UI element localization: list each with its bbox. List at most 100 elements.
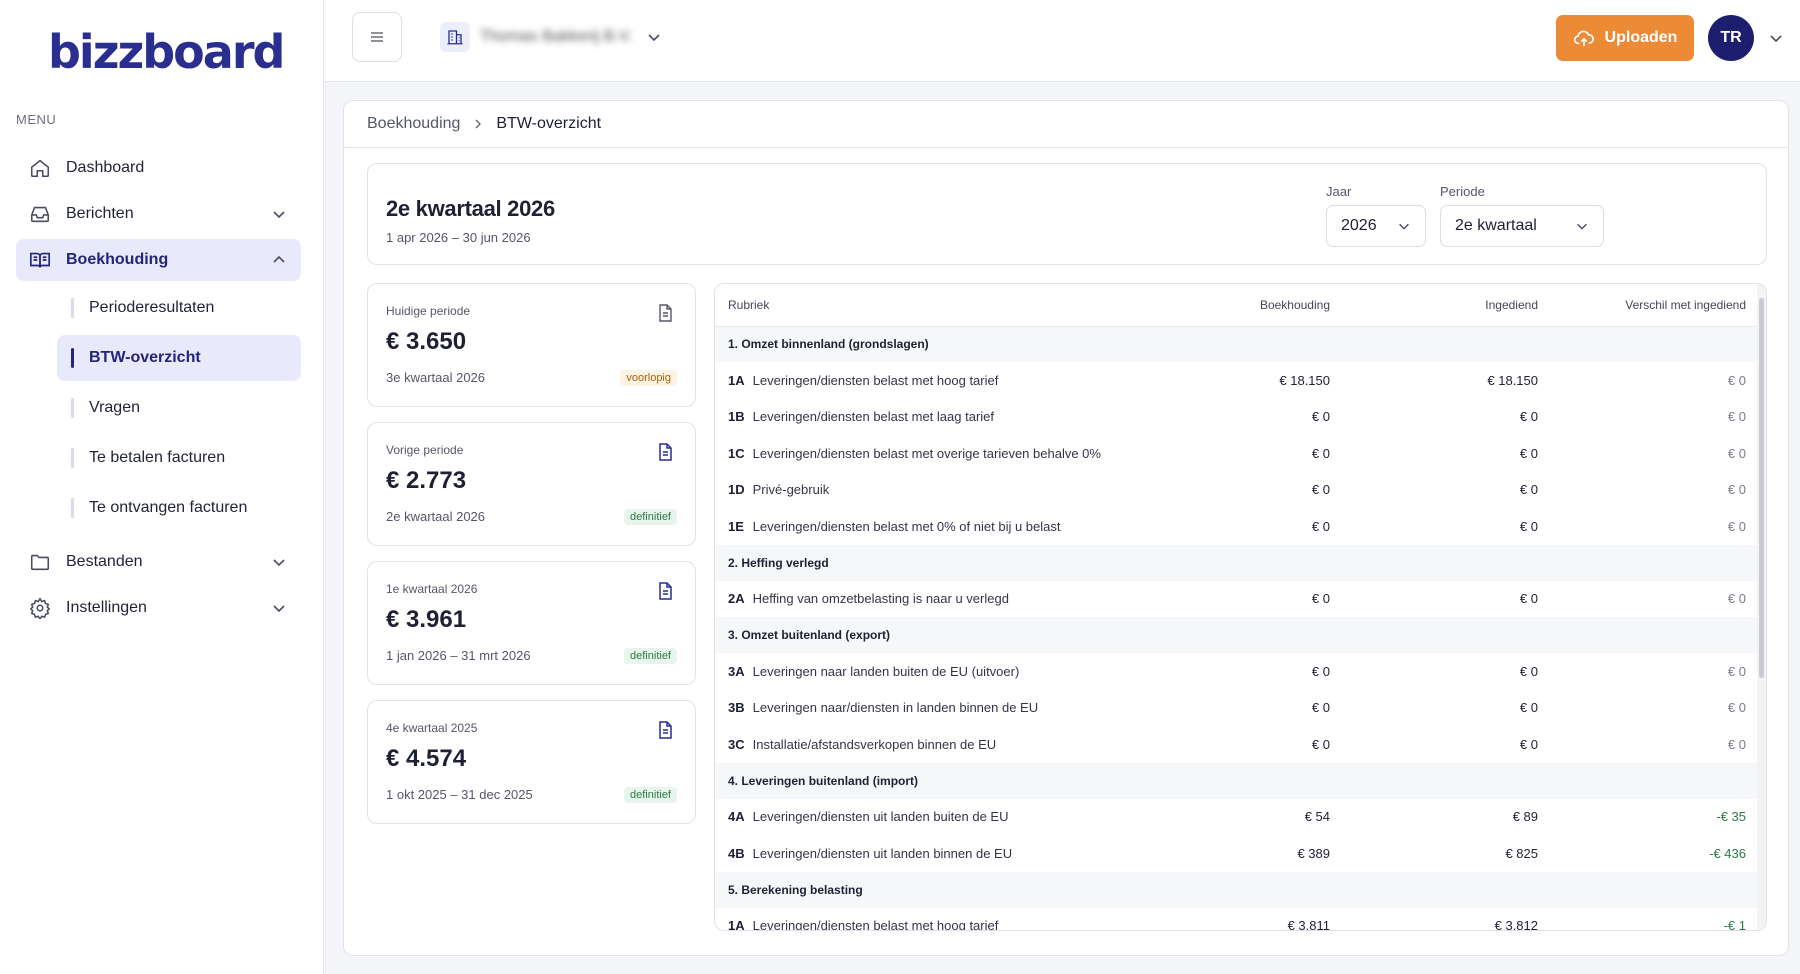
table-header-row: Rubriek Boekhouding Ingediend Verschil m… xyxy=(715,284,1759,327)
section-title: 2. Heffing verlegd xyxy=(715,544,1759,581)
row-verschil: € 0 xyxy=(1727,372,1746,388)
nav-item-berichten[interactable]: Berichten xyxy=(16,193,301,235)
menu-label: MENU xyxy=(16,112,57,127)
summary-label: 1e kwartaal 2026 xyxy=(386,582,478,596)
section-row: 4. Leveringen buitenland (import) xyxy=(715,762,1759,799)
status-badge: definitief xyxy=(624,509,677,525)
status-badge: definitief xyxy=(624,648,677,664)
home-icon xyxy=(28,156,52,180)
chevron-down-icon[interactable] xyxy=(1768,30,1784,46)
section-title: 3. Omzet buitenland (export) xyxy=(715,617,1759,653)
year-select-group: Jaar 2026 xyxy=(1326,184,1426,247)
logo[interactable]: bizzboard xyxy=(48,28,285,76)
top-header: Thomas Bakkerij B.V. Uploaden TR xyxy=(324,0,1800,82)
status-badge: definitief xyxy=(624,787,677,803)
subnav-item-te-betalen-facturen[interactable]: Te betalen facturen xyxy=(57,435,301,481)
document-icon xyxy=(657,304,673,322)
nav-item-dashboard[interactable]: Dashboard xyxy=(16,147,301,189)
row-verschil: € 0 xyxy=(1727,591,1746,607)
summary-period: 3e kwartaal 2026 xyxy=(386,370,486,385)
upload-button[interactable]: Uploaden xyxy=(1556,15,1694,61)
menu-toggle-button[interactable] xyxy=(352,12,402,62)
nav-item-boekhouding[interactable]: Boekhouding xyxy=(16,239,301,281)
subnav-item-btw-overzicht[interactable]: BTW-overzicht xyxy=(57,335,301,381)
row-verschil: -€ 1 xyxy=(1723,918,1746,931)
row-ingediend: € 0 xyxy=(1519,663,1538,679)
summary-card[interactable]: Huidige periode € 3.650 3e kwartaal 2026… xyxy=(367,283,696,407)
row-ingediend: € 825 xyxy=(1505,845,1538,861)
row-code: 3B xyxy=(728,700,745,716)
chevron-down-icon xyxy=(646,29,662,45)
nav-item-instellingen[interactable]: Instellingen xyxy=(16,587,301,629)
chevron-down-icon xyxy=(271,206,287,222)
subnav-item-perioderesultaten[interactable]: Perioderesultaten xyxy=(57,285,301,331)
row-ingediend: € 18.150 xyxy=(1487,372,1538,388)
year-select[interactable]: 2026 xyxy=(1326,205,1426,247)
row-ingediend: € 89 xyxy=(1512,809,1538,825)
nav-label: Dashboard xyxy=(66,159,145,176)
subnav-item-vragen[interactable]: Vragen xyxy=(57,385,301,431)
col-verschil: Verschil met ingediend xyxy=(1551,284,1759,327)
avatar[interactable]: TR xyxy=(1708,15,1754,61)
period-header-card: 2e kwartaal 2026 1 apr 2026 – 30 jun 202… xyxy=(367,163,1767,265)
table-row: 1D Privé-gebruik € 0 € 0 € 0 xyxy=(715,472,1759,509)
summary-period: 1 jan 2026 – 31 mrt 2026 xyxy=(386,648,531,663)
document-icon xyxy=(657,443,673,461)
row-boekhouding: € 54 xyxy=(1304,809,1330,825)
row-ingediend: € 0 xyxy=(1519,445,1538,461)
row-desc: Leveringen/diensten belast met hoog tari… xyxy=(752,372,999,388)
row-code: 4B xyxy=(728,845,745,861)
organization-switcher[interactable]: Thomas Bakkerij B.V. xyxy=(440,22,662,52)
section-row: 5. Berekening belasting xyxy=(715,871,1759,908)
gear-icon xyxy=(28,596,52,620)
breadcrumb-parent[interactable]: Boekhouding xyxy=(367,115,461,132)
chevron-right-icon xyxy=(472,118,484,130)
summary-card[interactable]: 4e kwartaal 2025 € 4.574 1 okt 2025 – 31… xyxy=(367,700,696,824)
table-row: 4B Leveringen/diensten uit landen binnen… xyxy=(715,835,1759,872)
summary-period: 1 okt 2025 – 31 dec 2025 xyxy=(386,787,533,802)
col-ingediend: Ingediend xyxy=(1343,284,1551,327)
row-verschil: € 0 xyxy=(1727,409,1746,425)
row-ingediend: € 0 xyxy=(1519,409,1538,425)
row-verschil: € 0 xyxy=(1727,518,1746,534)
row-ingediend: € 0 xyxy=(1519,482,1538,498)
summary-amount: € 3.650 xyxy=(386,328,467,355)
subnav-label: BTW-overzicht xyxy=(89,349,201,366)
col-boekhouding: Boekhouding xyxy=(1193,284,1343,327)
period-range: 1 apr 2026 – 30 jun 2026 xyxy=(386,230,531,245)
row-desc: Privé-gebruik xyxy=(752,482,830,498)
row-desc: Leveringen naar/diensten in landen binne… xyxy=(752,700,1039,716)
row-boekhouding: € 0 xyxy=(1311,700,1330,716)
main-panel: Boekhouding BTW-overzicht 2e kwartaal 20… xyxy=(343,100,1789,956)
summary-card[interactable]: 1e kwartaal 2026 € 3.961 1 jan 2026 – 31… xyxy=(367,561,696,685)
chevron-up-icon xyxy=(271,252,287,268)
summary-label: 4e kwartaal 2025 xyxy=(386,721,478,735)
period-select[interactable]: 2e kwartaal xyxy=(1440,205,1604,247)
inbox-icon xyxy=(28,202,52,226)
row-boekhouding: € 0 xyxy=(1311,409,1330,425)
scrollbar-thumb[interactable] xyxy=(1759,298,1764,678)
status-badge: voorlopig xyxy=(620,370,677,386)
row-code: 1A xyxy=(728,372,745,388)
row-boekhouding: € 0 xyxy=(1311,482,1330,498)
row-boekhouding: € 0 xyxy=(1311,445,1330,461)
nav-item-bestanden[interactable]: Bestanden xyxy=(16,541,301,583)
table-scrollbar[interactable] xyxy=(1757,284,1766,930)
period-select-group: Periode 2e kwartaal xyxy=(1440,184,1604,247)
table-row: 1E Leveringen/diensten belast met 0% of … xyxy=(715,508,1759,545)
chevron-down-icon xyxy=(1397,219,1411,233)
row-code: 1A xyxy=(728,918,745,931)
row-desc: Leveringen/diensten belast met 0% of nie… xyxy=(752,518,1061,534)
row-code: 1C xyxy=(728,445,745,461)
table-row: 3B Leveringen naar/diensten in landen bi… xyxy=(715,690,1759,727)
row-code: 1E xyxy=(728,518,744,534)
summary-card[interactable]: Vorige periode € 2.773 2e kwartaal 2026 … xyxy=(367,422,696,546)
subnav-item-te-ontvangen-facturen[interactable]: Te ontvangen facturen xyxy=(57,485,301,531)
subnav-label: Vragen xyxy=(89,399,140,416)
row-verschil: € 0 xyxy=(1727,663,1746,679)
year-value: 2026 xyxy=(1341,217,1377,234)
row-code: 1B xyxy=(728,409,745,425)
nav-label: Boekhouding xyxy=(66,251,169,268)
table-row: 2A Heffing van omzetbelasting is naar u … xyxy=(715,581,1759,618)
subnav-label: Te betalen facturen xyxy=(89,449,226,466)
